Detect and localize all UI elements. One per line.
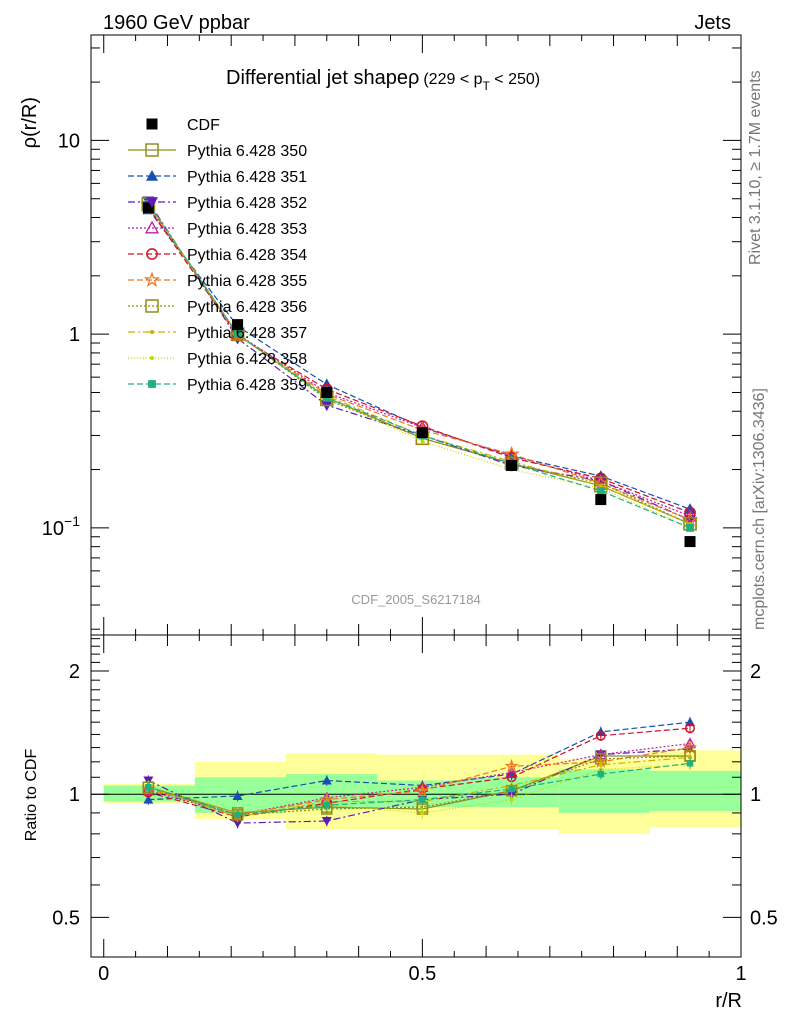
cdf-point xyxy=(595,494,607,506)
ratio-ylabel: Ratio to CDF xyxy=(23,749,40,842)
point xyxy=(509,797,514,802)
side-label-top: Rivet 3.1.10, ≥ 1.7M events xyxy=(747,70,764,265)
point xyxy=(508,785,515,793)
cdf-point xyxy=(142,202,154,214)
legend-label: Pythia 6.428 350 xyxy=(187,143,307,160)
point xyxy=(232,819,243,829)
point xyxy=(150,356,154,360)
point xyxy=(594,476,607,487)
legend-label: Pythia 6.428 354 xyxy=(187,247,307,264)
legend-label: Pythia 6.428 351 xyxy=(187,169,307,186)
point xyxy=(682,740,698,754)
legend-label: Pythia 6.428 357 xyxy=(187,325,307,342)
x-tick-label: 0.5 xyxy=(408,963,436,985)
point xyxy=(145,783,152,791)
point xyxy=(321,817,332,827)
analysis-tag: CDF_2005_S6217184 xyxy=(351,592,480,607)
cdf-point xyxy=(321,386,333,398)
point xyxy=(685,723,696,734)
point xyxy=(415,783,430,797)
header-left: 1960 GeV ppbar xyxy=(103,12,250,34)
point xyxy=(321,775,332,785)
legend-label: Pythia 6.428 352 xyxy=(187,195,307,212)
point xyxy=(323,801,331,809)
point xyxy=(232,790,243,800)
legend-label: Pythia 6.428 356 xyxy=(187,299,307,316)
ratio-plot: 0 0.5 1 0.5 0.5 1 1 2 2 xyxy=(52,634,778,985)
main-plot: 10−1 1 10 xyxy=(42,34,742,636)
point xyxy=(686,523,694,532)
x-tick-label: 0 xyxy=(98,963,109,985)
y-tick-label: 10 xyxy=(58,130,80,152)
side-label-bottom: mcplots.cern.ch [arXiv:1306.3436] xyxy=(751,388,768,630)
xlabel: r/R xyxy=(715,990,742,1012)
point xyxy=(146,170,158,181)
point xyxy=(595,730,606,741)
point xyxy=(597,770,605,778)
point xyxy=(688,755,693,760)
point xyxy=(682,508,698,522)
point xyxy=(145,299,159,313)
x-tick-label: 1 xyxy=(735,963,746,985)
ratio-y-tick-label: 2 xyxy=(69,661,80,683)
band-inner-5 xyxy=(558,769,650,813)
point xyxy=(233,330,242,339)
point xyxy=(150,330,154,334)
point xyxy=(420,439,425,444)
point xyxy=(420,810,425,815)
band-inner-6 xyxy=(649,770,741,811)
point xyxy=(419,796,426,803)
ratio-frame xyxy=(90,634,742,958)
point xyxy=(145,143,159,157)
point xyxy=(144,220,160,234)
ratio-y-tick-label-right: 1 xyxy=(750,784,761,806)
point xyxy=(686,760,694,767)
legend: CDF Pythia 6.428 350 Pythia 6.428 351 Pythi… xyxy=(128,117,307,394)
header-right: Jets xyxy=(694,12,731,34)
legend-label: Pythia 6.428 355 xyxy=(187,273,307,290)
point xyxy=(234,811,241,819)
ratio-y-tick-label-right: 0.5 xyxy=(750,907,778,929)
cdf-point xyxy=(232,319,244,331)
ratio-y-tick-label: 1 xyxy=(69,784,80,806)
cdf-point xyxy=(684,536,696,548)
cdf-point xyxy=(416,427,428,439)
legend-label: Pythia 6.428 353 xyxy=(187,221,307,238)
y-tick-label: 10−1 xyxy=(42,513,80,540)
point xyxy=(148,380,156,388)
legend-label: Pythia 6.428 358 xyxy=(187,351,307,368)
legend-label: Pythia 6.428 359 xyxy=(187,377,307,394)
main-ylabel: ρ(r/R) xyxy=(19,97,41,148)
point xyxy=(143,794,154,804)
point xyxy=(143,271,161,287)
plot-title: Differential jet shapeρ (229 < pT < 250) xyxy=(226,67,540,93)
ratio-y-tick-label: 0.5 xyxy=(52,907,80,929)
point xyxy=(504,758,519,773)
point xyxy=(146,248,158,260)
legend-label-cdf: CDF xyxy=(187,117,220,134)
cdf-point xyxy=(506,459,518,471)
point xyxy=(596,487,605,495)
point xyxy=(146,197,158,208)
ratio-y-tick-label-right: 2 xyxy=(750,661,761,683)
y-tick-label: 1 xyxy=(69,324,80,346)
legend-marker-cdf xyxy=(146,118,158,130)
